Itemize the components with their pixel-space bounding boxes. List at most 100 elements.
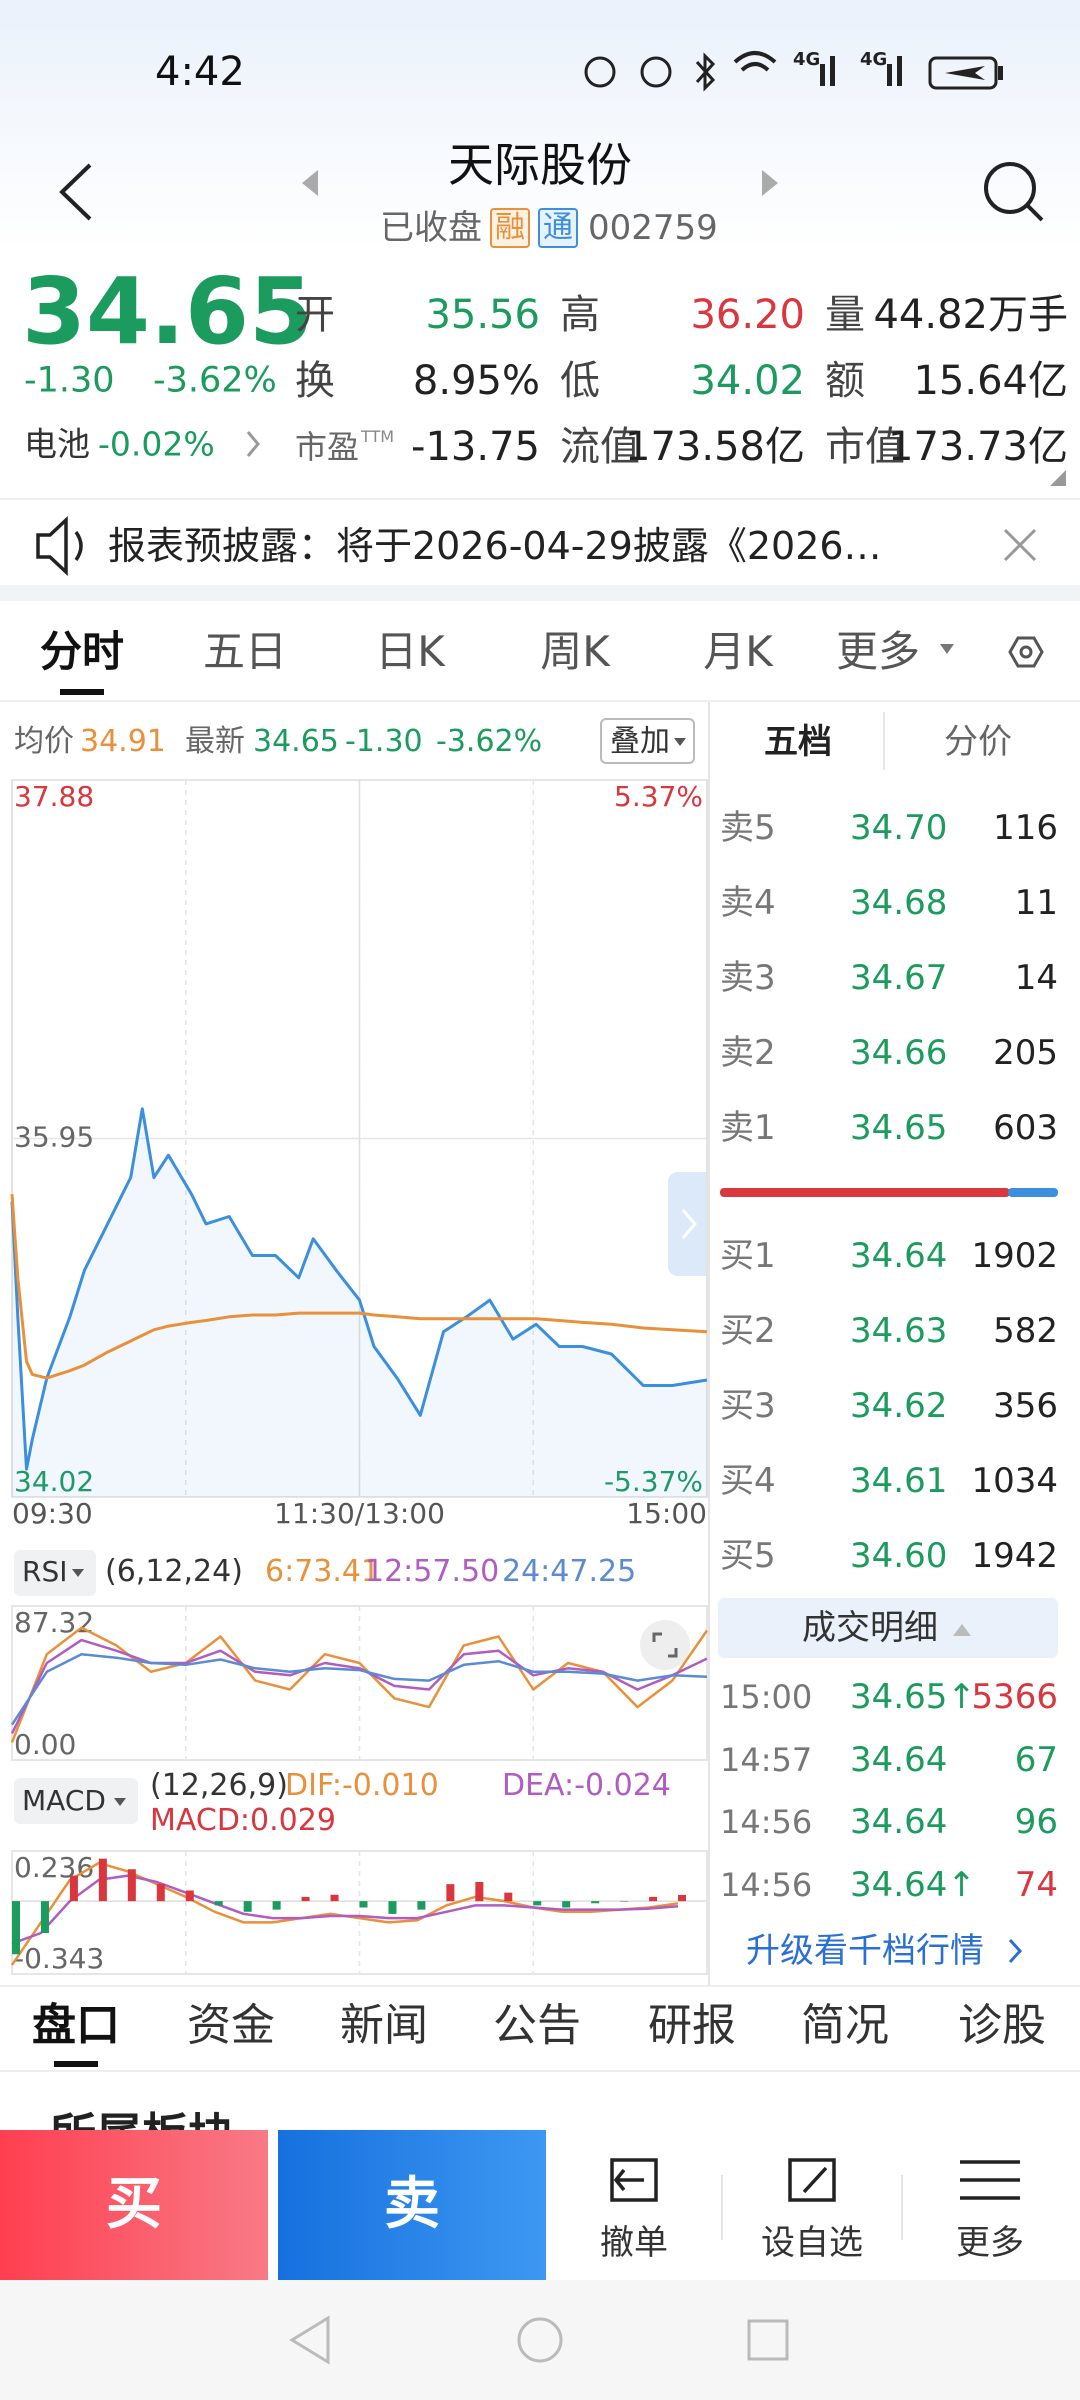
chart-tab[interactable]: 周K	[540, 627, 610, 676]
speaker-icon	[36, 515, 83, 577]
nav-home[interactable]	[517, 2317, 563, 2363]
info-tab[interactable]: 诊股	[958, 2000, 1046, 2051]
chart-tab[interactable]: 日K	[375, 627, 445, 676]
latest-change: -1.30	[345, 724, 423, 759]
wifi-icon	[733, 51, 777, 72]
stat-value: 173.58亿	[625, 424, 805, 470]
signal-bar	[887, 64, 892, 86]
stat-label: 额	[825, 358, 865, 404]
latest-value: 34.65	[253, 724, 339, 759]
stat-value: 36.20	[690, 292, 805, 338]
stat-value: 44.82万手	[873, 292, 1068, 338]
indicator-name[interactable]: RSI	[22, 1555, 68, 1588]
y-tick-label: 0.00	[14, 1728, 76, 1761]
menu-icon	[960, 2160, 1020, 2200]
sector-chevron[interactable]	[246, 431, 260, 457]
x-tick-label: 11:30/13:00	[274, 1497, 445, 1530]
expand-tab[interactable]	[668, 1172, 708, 1276]
book-level: 买5	[720, 1536, 776, 1576]
separator	[0, 585, 1080, 601]
book-price: 34.67	[850, 958, 948, 998]
series-line	[10, 1626, 709, 1743]
book-price: 34.62	[850, 1386, 948, 1426]
stat-label: 流值	[560, 424, 640, 470]
macd-bar	[649, 1896, 658, 1902]
sell-button[interactable]	[278, 2130, 546, 2280]
x-tick-label: 15:00	[626, 1497, 707, 1530]
action-label[interactable]: 更多	[956, 2223, 1024, 2263]
book-volume: 116	[993, 808, 1058, 848]
book-volume: 1034	[971, 1461, 1058, 1501]
chart-tab[interactable]: 更多	[835, 627, 921, 676]
trades-header-bg[interactable]	[718, 1598, 1058, 1658]
status-icon	[640, 56, 672, 88]
y-tick-label: 35.95	[14, 1121, 94, 1154]
macd-bar	[446, 1884, 455, 1902]
series-line	[10, 1194, 708, 1380]
nav-recent[interactable]	[747, 2319, 789, 2361]
panel-tab[interactable]: 分价	[944, 722, 1012, 762]
separator	[0, 498, 1080, 500]
buy-button[interactable]	[0, 2130, 268, 2280]
info-tab[interactable]: 研报	[648, 2000, 736, 2051]
indicator-name[interactable]: MACD	[22, 1784, 106, 1817]
buy-label[interactable]: 买	[106, 2172, 162, 2237]
stock-code: 002759	[588, 208, 718, 248]
rsi-select[interactable]	[14, 1550, 96, 1596]
trade-time: 15:00	[720, 1678, 813, 1716]
macd-bar	[475, 1882, 484, 1902]
action-label[interactable]: 设自选	[761, 2223, 863, 2263]
search-icon[interactable]	[984, 162, 1036, 214]
action-divider	[721, 2175, 903, 2240]
overlay-label[interactable]: 叠加	[610, 724, 670, 759]
macd-bar	[127, 1869, 136, 1902]
separator	[0, 700, 1080, 702]
upgrade-link[interactable]: 升级看千档行情	[746, 1931, 984, 1971]
indicator-params: (6,12,24)	[105, 1554, 243, 1589]
prev-stock[interactable]	[302, 170, 318, 196]
next-stock[interactable]	[762, 170, 778, 196]
chart-tab[interactable]: 分时	[39, 627, 125, 676]
edit-icon	[788, 2158, 836, 2202]
y2-tick-label: -5.37%	[604, 1465, 703, 1498]
fullscreen-icon[interactable]	[640, 1620, 690, 1670]
stat-label: 低	[560, 358, 600, 404]
signal-bar	[820, 64, 825, 86]
panel-tab[interactable]: 五档	[764, 722, 832, 762]
book-volume: 1902	[971, 1236, 1058, 1276]
chart-tab[interactable]: 五日	[202, 627, 288, 676]
chart-tab[interactable]: 月K	[703, 627, 773, 676]
macd-bar	[214, 1901, 223, 1906]
book-price: 34.64	[850, 1236, 948, 1276]
close-icon[interactable]	[1003, 528, 1037, 562]
settings-icon[interactable]	[1008, 636, 1044, 668]
sector-name: 电池	[24, 424, 90, 464]
nav-back[interactable]	[289, 2315, 330, 2365]
info-tab[interactable]: 新闻	[340, 2000, 428, 2051]
macd-bar	[504, 1892, 513, 1902]
info-tab[interactable]: 公告	[493, 2000, 581, 2051]
book-price: 34.68	[850, 883, 948, 923]
book-price: 34.66	[850, 1033, 948, 1073]
sell-label[interactable]: 卖	[384, 2172, 440, 2237]
stat-label: 市值	[825, 424, 905, 470]
trades-title[interactable]: 成交明细	[802, 1608, 938, 1648]
indicator-params: (12,26,9)	[150, 1768, 288, 1803]
info-tab[interactable]: 资金	[187, 2000, 275, 2051]
book-level: 卖4	[720, 883, 776, 923]
overlay-button[interactable]	[600, 718, 695, 764]
book-price: 34.65	[850, 1108, 948, 1148]
stat-value: 35.56	[425, 292, 540, 338]
charging-bolt	[945, 66, 985, 80]
back-arrow[interactable]	[59, 163, 92, 221]
macd-bar	[388, 1901, 397, 1914]
action-label[interactable]: 撤单	[600, 2223, 668, 2263]
series-line	[10, 1652, 708, 1726]
info-tab[interactable]: 简况	[801, 2000, 889, 2051]
info-tab[interactable]: 盘口	[32, 2000, 120, 2051]
book-volume: 1942	[971, 1536, 1058, 1576]
macd-bar	[40, 1901, 49, 1933]
bluetooth-icon	[695, 52, 716, 92]
network-type: 4G	[860, 49, 888, 70]
stat-value: 8.95%	[412, 358, 540, 404]
